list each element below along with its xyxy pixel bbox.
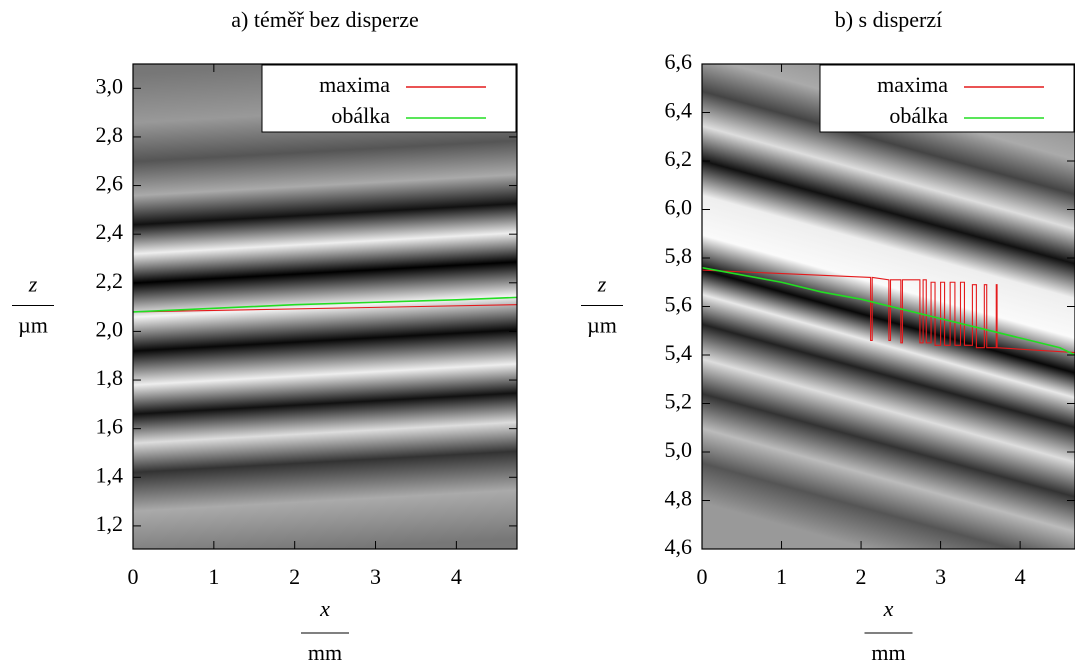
legend-label: maxima xyxy=(877,72,948,97)
series-line xyxy=(702,266,1075,356)
x-axis-label: x xyxy=(883,596,894,621)
chart-title: a) téměř bez disperze xyxy=(231,7,419,32)
y-tick-label: 5,2 xyxy=(665,389,693,414)
x-tick-label: 3 xyxy=(935,564,946,589)
y-tick-label: 5,0 xyxy=(665,437,693,462)
y-tick-label: 5,4 xyxy=(665,340,693,365)
series-line xyxy=(133,296,517,313)
plot-lines xyxy=(702,266,1075,356)
fringe-image xyxy=(133,64,517,549)
legend-label: obálka xyxy=(331,103,390,128)
legend-box xyxy=(819,64,1075,133)
series-line xyxy=(133,304,517,313)
y-tick-label: 1,2 xyxy=(96,511,124,536)
x-axis-unit: mm xyxy=(308,640,342,665)
x-tick-label: 0 xyxy=(697,564,708,589)
legend-label: maxima xyxy=(319,72,390,97)
x-tick-label: 1 xyxy=(776,564,787,589)
y-tick-label: 6,0 xyxy=(665,195,693,220)
y-tick-label: 5,8 xyxy=(665,243,693,268)
x-tick-label: 4 xyxy=(451,564,462,589)
y-tick-label: 6,4 xyxy=(665,98,693,123)
y-tick-label: 1,4 xyxy=(96,462,124,487)
y-axis-label: z xyxy=(597,272,607,297)
x-tick-label: 2 xyxy=(856,564,867,589)
x-tick-label: 2 xyxy=(289,564,300,589)
y-tick-label: 3,0 xyxy=(96,73,124,98)
legend-label: obálka xyxy=(889,103,948,128)
y-tick-label: 5,6 xyxy=(665,292,693,317)
y-tick-label: 6,6 xyxy=(665,49,693,74)
y-axis-label: z xyxy=(28,272,38,297)
x-axis-label: x xyxy=(319,596,330,621)
y-tick-label: 4,8 xyxy=(665,486,693,511)
y-tick-label: 1,8 xyxy=(96,365,124,390)
y-tick-label: 2,4 xyxy=(96,219,124,244)
chart-title: b) s disperzí xyxy=(835,7,943,32)
x-axis-unit: mm xyxy=(871,640,905,665)
x-tick-label: 0 xyxy=(128,564,139,589)
y-tick-label: 2,0 xyxy=(96,316,124,341)
y-axis-unit: µm xyxy=(18,313,48,338)
y-axis-unit: µm xyxy=(587,313,617,338)
y-tick-label: 4,6 xyxy=(665,534,693,559)
x-tick-label: 3 xyxy=(370,564,381,589)
y-tick-label: 6,2 xyxy=(665,146,693,171)
plot-frame xyxy=(132,63,518,550)
x-tick-label: 4 xyxy=(1015,564,1026,589)
y-tick-label: 2,2 xyxy=(96,268,124,293)
plot-lines xyxy=(133,296,517,313)
y-tick-label: 2,8 xyxy=(96,122,124,147)
y-tick-label: 2,6 xyxy=(96,171,124,196)
x-tick-label: 1 xyxy=(208,564,219,589)
series-line xyxy=(702,269,1075,354)
y-tick-label: 1,6 xyxy=(96,414,124,439)
legend-box xyxy=(261,64,517,133)
